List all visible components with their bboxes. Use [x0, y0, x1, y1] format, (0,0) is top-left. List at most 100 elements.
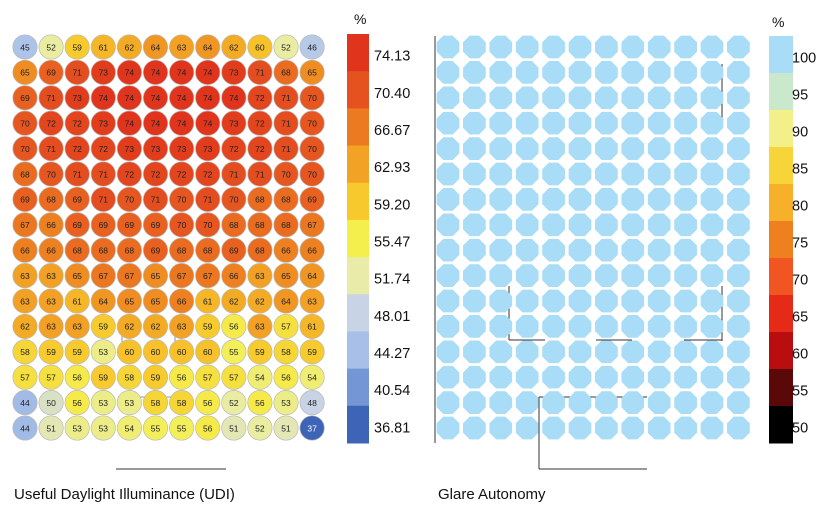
ga-cell: [621, 264, 645, 287]
udi-cell: [195, 263, 221, 289]
ga-cell: [647, 340, 671, 364]
udi-cell-label: 74: [125, 93, 135, 103]
udi-cell: [195, 313, 221, 339]
ga-cell: [621, 188, 645, 211]
ga-cell: [489, 315, 513, 338]
ga-cell: [489, 340, 513, 364]
udi-cell-label: 69: [151, 220, 161, 230]
udi-cell: [169, 313, 195, 339]
udi-cell-label: 68: [46, 195, 56, 205]
udi-cell-label: 59: [203, 322, 213, 332]
udi-cell: [299, 161, 325, 187]
udi-cell-label: 72: [72, 119, 82, 129]
udi-colorbar-unit: %: [354, 11, 366, 27]
ga-cell: [436, 111, 460, 135]
ga-cell: [595, 340, 618, 364]
ga-cell: [700, 315, 724, 338]
ga-cell: [595, 315, 618, 338]
udi-cell-label: 50: [46, 398, 56, 408]
udi-cell: [169, 59, 195, 85]
udi-cell-label: 70: [177, 195, 187, 205]
ga-cell: [542, 238, 565, 262]
udi-cell: [12, 313, 38, 339]
udi-cell-label: 73: [99, 68, 109, 78]
ga-cell: [436, 416, 460, 440]
udi-cell-label: 65: [20, 68, 30, 78]
ga-cell: [542, 213, 565, 237]
udi-cell: [247, 313, 273, 339]
udi-cell: [64, 161, 90, 187]
ga-cell: [463, 264, 486, 287]
udi-cell: [247, 263, 273, 289]
ga-cell: [463, 188, 486, 211]
udi-cell-label: 58: [151, 398, 161, 408]
udi-cell: [64, 390, 90, 416]
udi-cell-label: 69: [20, 93, 30, 103]
udi-cell-label: 62: [229, 296, 239, 306]
ga-cell: [674, 35, 697, 59]
udi-cell-label: 52: [255, 423, 265, 433]
ga-cell: [489, 137, 513, 160]
udi-cell: [116, 136, 142, 162]
udi-cell-label: 64: [99, 296, 109, 306]
ga-cell: [436, 391, 460, 414]
udi-cell: [142, 313, 169, 339]
udi-cell: [221, 339, 247, 365]
udi-colorbar-tick: 74.13: [374, 49, 410, 65]
ga-cell: [674, 86, 697, 110]
udi-colorbar-swatch: [347, 108, 369, 147]
ga-cell: [647, 264, 671, 287]
udi-cell-label: 71: [99, 169, 109, 179]
ga-cell: [647, 213, 671, 237]
udi-colorbar-swatch: [347, 145, 369, 184]
udi-cell: [90, 288, 116, 314]
udi-cell-label: 51: [46, 423, 56, 433]
udi-cell: [273, 263, 299, 289]
udi-cell: [142, 263, 169, 289]
udi-cell: [169, 186, 195, 212]
ga-cell: [647, 289, 671, 313]
udi-colorbar-tick: 36.81: [374, 420, 410, 436]
udi-cell: [38, 161, 64, 187]
udi-cell: [64, 237, 90, 263]
udi-cell-label: 56: [203, 423, 213, 433]
udi-cell: [38, 237, 64, 263]
udi-cell: [273, 186, 299, 212]
udi-cell: [90, 186, 116, 212]
udi-cell-label: 68: [20, 169, 30, 179]
ga-cell: [700, 340, 724, 364]
udi-cell: [221, 161, 247, 187]
udi-cell: [299, 415, 325, 441]
ga-cell: [489, 391, 513, 414]
udi-cell-label: 70: [177, 220, 187, 230]
udi-cell: [38, 59, 64, 85]
ga-cell: [727, 315, 750, 338]
udi-cell-label: 71: [203, 195, 213, 205]
ga-cell: [727, 61, 750, 84]
udi-cell: [116, 313, 142, 339]
udi-cell: [247, 186, 273, 212]
udi-cell-label: 52: [46, 42, 56, 52]
udi-cell: [247, 110, 273, 136]
udi-cell-label: 71: [281, 119, 291, 129]
udi-cell: [64, 212, 90, 238]
ga-cell: [595, 86, 618, 110]
udi-cell-label: 55: [151, 423, 161, 433]
udi-colorbar-tick: 66.67: [374, 123, 410, 139]
udi-cell-label: 63: [255, 271, 265, 281]
udi-cell: [169, 212, 195, 238]
udi-cell-label: 61: [203, 296, 213, 306]
udi-cell-label: 53: [99, 423, 109, 433]
ga-colorbar-tick: 75: [792, 236, 808, 252]
udi-cell-label: 48: [307, 398, 317, 408]
udi-cell: [38, 34, 64, 60]
ga-cell: [647, 61, 671, 84]
ga-cell: [568, 264, 592, 287]
udi-cell: [221, 390, 247, 416]
udi-cell-label: 69: [72, 220, 82, 230]
ga-cell: [436, 35, 460, 59]
ga-cell: [515, 162, 539, 186]
udi-cell-label: 73: [229, 68, 239, 78]
udi-cell: [142, 339, 169, 365]
ga-cell: [542, 340, 565, 364]
